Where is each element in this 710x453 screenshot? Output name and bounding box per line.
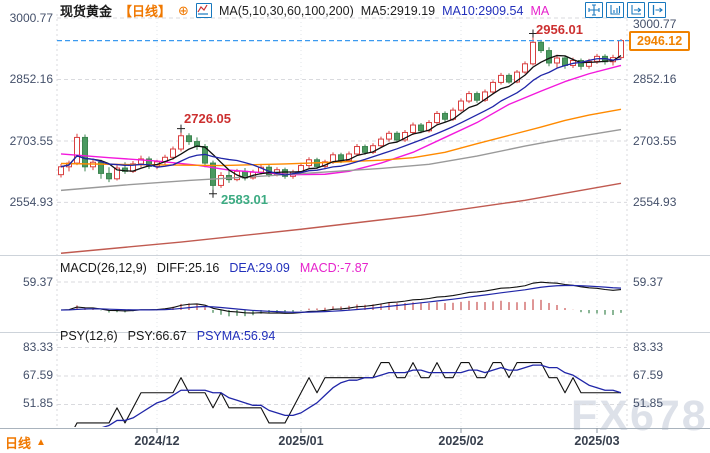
chart-toolbar bbox=[585, 2, 666, 18]
symbol-name: 现货黄金 bbox=[60, 4, 113, 19]
ma5-value: MA5:2919.19 bbox=[360, 3, 436, 18]
ma-group-label: MA(5,10,30,60,100,200) bbox=[218, 3, 354, 18]
watermark: FX678 bbox=[571, 392, 708, 440]
x-axis-label: 2025/01 bbox=[278, 434, 324, 448]
left-axis-label: 67.59 bbox=[22, 368, 53, 382]
ma10-value: MA10:2909.54 bbox=[442, 3, 524, 18]
current-price-tag: 2946.12 bbox=[629, 31, 691, 51]
expand-icon[interactable]: ⊕ bbox=[178, 2, 189, 18]
period-tag: 【日线】 bbox=[119, 4, 172, 19]
macd-dea-value: DEA:29.09 bbox=[229, 261, 290, 275]
right-axis-label: 51.85 bbox=[633, 396, 664, 410]
macd-header: MACD(26,12,9) DIFF:25.16 DEA:29.09 MACD:… bbox=[60, 261, 369, 275]
zoom-axis-icon[interactable] bbox=[606, 2, 624, 18]
ma-more-value: MA bbox=[530, 3, 550, 18]
left-axis-label: 83.33 bbox=[22, 340, 53, 354]
period-label: 日线 bbox=[5, 436, 32, 451]
left-axis-label: 59.37 bbox=[22, 275, 53, 289]
right-axis-label: 59.37 bbox=[633, 275, 664, 289]
right-axis-label: 2703.55 bbox=[633, 134, 677, 148]
high-price-annotation: 2956.01 bbox=[536, 22, 583, 37]
psyma-value: PSYMA:56.94 bbox=[196, 329, 276, 343]
psy-value: PSY:66.67 bbox=[127, 329, 187, 343]
swing-low-annotation: 2583.01 bbox=[221, 192, 268, 207]
left-axis-label: 2852.16 bbox=[9, 72, 53, 86]
time-axis-bar: 日线 ▲ 2024/12 2025/01 2025/02 2025/03 bbox=[0, 429, 710, 453]
x-axis-label: 2025/03 bbox=[574, 434, 620, 448]
psy-header: PSY(12,6) PSY:66.67 PSYMA:56.94 bbox=[60, 329, 275, 343]
pan-right-icon[interactable] bbox=[648, 2, 666, 18]
macd-diff-value: DIFF:25.16 bbox=[156, 261, 220, 275]
right-axis-label: 67.59 bbox=[633, 368, 664, 382]
period-selector-button[interactable]: 日线 ▲ bbox=[5, 433, 46, 452]
macd-hist-value: MACD:-7.87 bbox=[299, 261, 369, 275]
axis-arrow-icon[interactable] bbox=[627, 2, 645, 18]
right-axis-label: 3000.77 bbox=[633, 17, 677, 31]
right-axis-label: 83.33 bbox=[633, 340, 664, 354]
left-axis-label: 3000.77 bbox=[9, 11, 53, 25]
swing-high-annotation: 2726.05 bbox=[184, 111, 231, 126]
triangle-up-icon: ▲ bbox=[36, 437, 46, 448]
x-axis-label: 2024/12 bbox=[134, 434, 180, 448]
x-axis-label: 2025/02 bbox=[438, 434, 484, 448]
right-axis-label: 2554.93 bbox=[633, 195, 677, 209]
right-axis-label: 2852.16 bbox=[633, 72, 677, 86]
left-axis-label: 2703.55 bbox=[9, 134, 53, 148]
indicator-chart-icon[interactable] bbox=[195, 3, 212, 18]
macd-title: MACD(26,12,9) bbox=[60, 261, 147, 275]
left-axis-label: 51.85 bbox=[22, 396, 53, 410]
chart-header: 现货黄金 【日线】 ⊕ MA(5,10,30,60,100,200) MA5:2… bbox=[60, 1, 549, 20]
move-crosshair-icon[interactable] bbox=[585, 2, 603, 18]
left-axis-label: 2554.93 bbox=[9, 195, 53, 209]
psy-title: PSY(12,6) bbox=[60, 329, 118, 343]
